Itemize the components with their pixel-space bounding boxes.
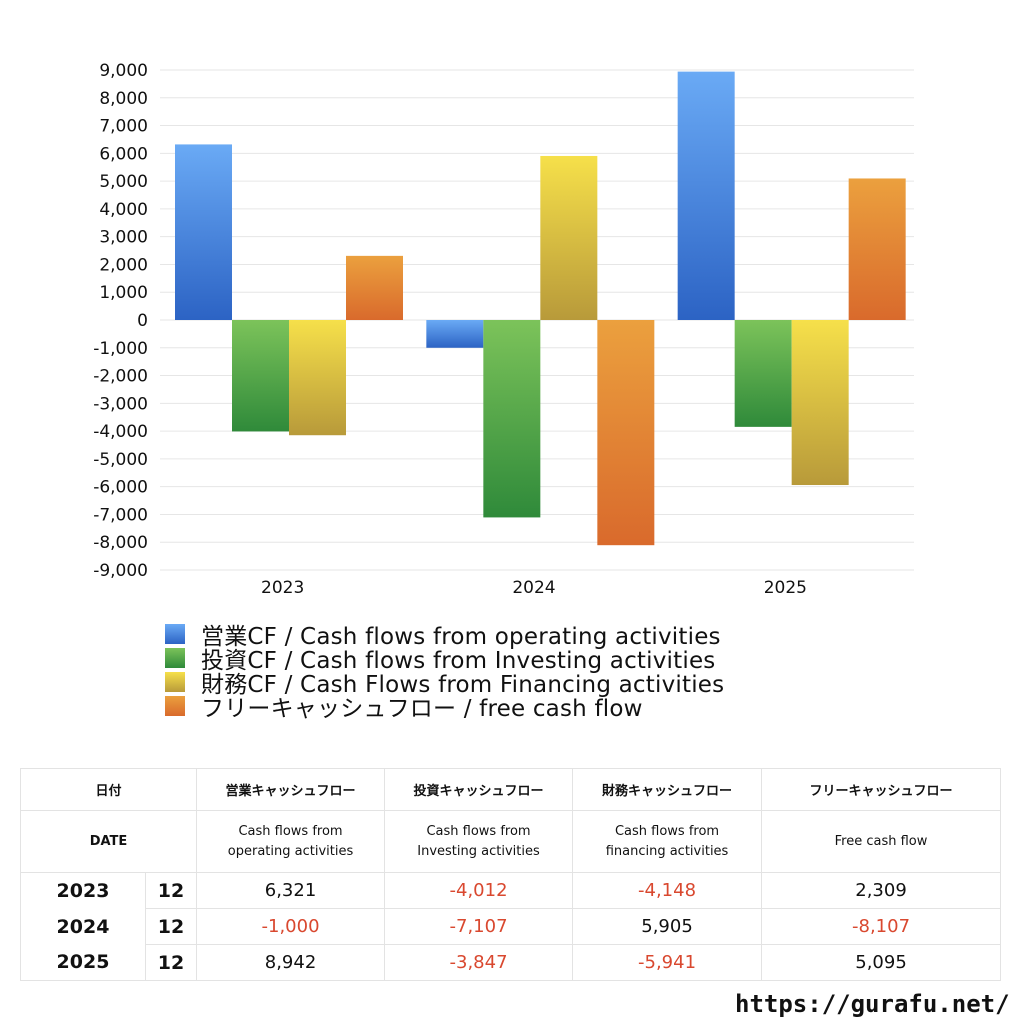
y-tick-label: -3,000 — [93, 394, 148, 414]
cash-flow-table: 日付 営業キャッシュフロー 投資キャッシュフロー 財務キャッシュフロー フリーキ… — [19, 768, 1002, 981]
y-tick-label: 7,000 — [99, 117, 148, 137]
bar-free-2023 — [346, 255, 403, 320]
table-row: 2024 12 -1,000 -7,107 5,905 -8,107 — [20, 908, 1002, 945]
value-financing: 5,905 — [572, 908, 763, 945]
legend-swatch-operating — [165, 624, 185, 644]
value-operating: 6,321 — [196, 872, 386, 909]
x-tick-label: 2025 — [764, 578, 807, 598]
header-financing-en: Cash flows from financing activities — [572, 810, 763, 873]
header-date-en: DATE — [19, 810, 198, 873]
table-subheader-row: DATE Cash flows from operating activitie… — [19, 810, 1002, 873]
y-tick-label: -5,000 — [93, 450, 148, 470]
row-month: 12 — [144, 908, 198, 945]
value-free: 2,309 — [761, 872, 1002, 909]
y-tick-label: -4,000 — [93, 422, 148, 442]
bar-financing-2025 — [791, 320, 849, 486]
y-tick-label: 6,000 — [99, 144, 148, 164]
row-year: 2025 — [20, 944, 146, 981]
value-operating: 8,942 — [196, 944, 386, 981]
y-tick-label: 0 — [137, 311, 148, 331]
legend-swatch-free — [165, 696, 185, 716]
value-financing: -5,941 — [572, 944, 763, 981]
header-financing-jp: 財務キャッシュフロー — [572, 768, 763, 811]
y-tick-label: 2,000 — [99, 255, 148, 275]
legend-item-operating: 営業CF / Cash flows from operating activit… — [165, 622, 724, 650]
header-investing-en: Cash flows from Investing activities — [384, 810, 574, 873]
legend-item-financing: 財務CF / Cash Flows from Financing activit… — [165, 670, 724, 698]
value-free: -8,107 — [761, 908, 1002, 945]
y-tick-label: 4,000 — [99, 200, 148, 220]
x-tick-label: 2024 — [512, 578, 555, 598]
site-url[interactable]: https://gurafu.net/ — [735, 990, 1010, 1018]
bar-financing-2023 — [289, 320, 346, 436]
y-tick-label: 9,000 — [99, 61, 148, 81]
header-investing-jp: 投資キャッシュフロー — [384, 768, 574, 811]
header-operating-jp: 営業キャッシュフロー — [196, 768, 386, 811]
bar-operating-2024 — [426, 320, 484, 348]
legend-label: 財務CF / Cash Flows from Financing activit… — [201, 672, 725, 698]
y-tick-label: -8,000 — [93, 533, 148, 553]
legend: 営業CF / Cash flows from operating activit… — [165, 622, 724, 722]
header-operating-en: Cash flows from operating activities — [196, 810, 386, 873]
row-year: 2023 — [20, 872, 146, 909]
header-free-jp: フリーキャッシュフロー — [761, 768, 1002, 811]
y-tick-label: 8,000 — [99, 89, 148, 109]
bar-free-2024 — [597, 320, 655, 546]
row-month: 12 — [144, 944, 198, 981]
legend-swatch-financing — [165, 672, 185, 692]
legend-swatch-investing — [165, 648, 185, 668]
value-investing: -4,012 — [384, 872, 574, 909]
table-header-row: 日付 営業キャッシュフロー 投資キャッシュフロー 財務キャッシュフロー フリーキ… — [19, 768, 1002, 811]
legend-label: 投資CF / Cash flows from Investing activit… — [201, 648, 716, 674]
bar-free-2025 — [848, 178, 906, 320]
value-investing: -3,847 — [384, 944, 574, 981]
y-tick-label: 1,000 — [99, 283, 148, 303]
legend-item-investing: 投資CF / Cash flows from Investing activit… — [165, 646, 724, 674]
bar-operating-2023 — [175, 144, 232, 320]
legend-item-free: フリーキャッシュフロー / free cash flow — [165, 694, 724, 722]
table-row: 2023 12 6,321 -4,012 -4,148 2,309 — [20, 872, 1002, 909]
y-tick-label: -1,000 — [93, 339, 148, 359]
y-axis-tick-labels: 9,000 8,000 7,000 6,000 5,000 4,000 3,000 2,000… — [93, 61, 148, 581]
value-free: 5,095 — [761, 944, 1002, 981]
header-date-jp: 日付 — [19, 768, 198, 811]
legend-label: 営業CF / Cash flows from operating activit… — [201, 624, 721, 650]
bar-investing-2025 — [734, 320, 792, 427]
bar-investing-2024 — [483, 320, 541, 518]
value-investing: -7,107 — [384, 908, 574, 945]
cash-flow-bar-chart: 9,000 8,000 7,000 6,000 5,000 4,000 3,000 2,000… — [93, 61, 914, 598]
x-tick-label: 2023 — [261, 578, 304, 598]
bars — [175, 71, 906, 546]
table-row: 2025 12 8,942 -3,847 -5,941 5,095 — [20, 944, 1002, 981]
x-axis-tick-labels: 2023 2024 2025 — [261, 578, 807, 598]
header-free-en: Free cash flow — [761, 810, 1002, 873]
y-tick-label: -6,000 — [93, 478, 148, 498]
y-tick-label: -9,000 — [93, 561, 148, 581]
value-financing: -4,148 — [572, 872, 763, 909]
y-tick-label: 5,000 — [99, 172, 148, 192]
row-year: 2024 — [20, 908, 146, 945]
y-tick-label: -2,000 — [93, 367, 148, 387]
bar-investing-2023 — [232, 320, 289, 432]
bar-operating-2025 — [677, 71, 735, 320]
value-operating: -1,000 — [196, 908, 386, 945]
bar-financing-2024 — [540, 155, 598, 320]
y-tick-label: 3,000 — [99, 228, 148, 248]
legend-label: フリーキャッシュフロー / free cash flow — [201, 696, 643, 722]
row-month: 12 — [144, 872, 198, 909]
y-tick-label: -7,000 — [93, 505, 148, 525]
